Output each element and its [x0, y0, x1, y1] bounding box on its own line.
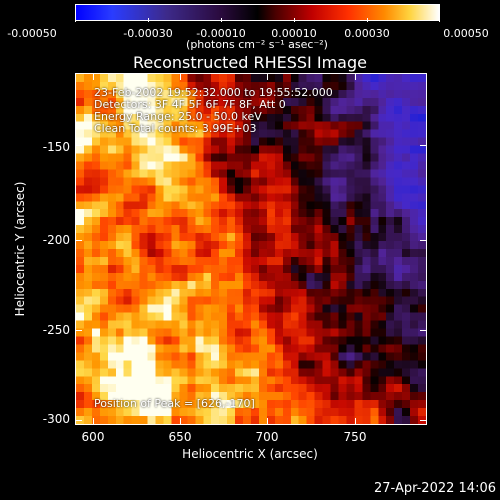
- page-title: Reconstructed RHESSI Image: [133, 53, 367, 72]
- colorbar-tick-label: -0.00010: [196, 27, 246, 40]
- x-tick-label: 650: [168, 430, 192, 444]
- colorbar-tick: [294, 18, 295, 22]
- y-axis-label: Heliocentric Y (arcsec): [13, 181, 27, 317]
- x-tick-mark: [267, 418, 268, 425]
- image-frame: [75, 73, 427, 425]
- colorbar-tick: [75, 18, 76, 22]
- x-tick-label: 750: [343, 430, 367, 444]
- colorbar-units: (photons cm⁻² s⁻¹ asec⁻²): [186, 38, 328, 51]
- colorbar-tick: [221, 18, 222, 22]
- y-tick-mark: [75, 145, 82, 146]
- info-peak-position: Position of Peak = [626,-170]: [94, 397, 255, 410]
- y-tick-mark: [420, 330, 427, 331]
- x-tick-mark: [180, 418, 181, 425]
- info-energy-range: Energy Range: 25.0 - 50.0 keV: [94, 110, 262, 123]
- x-tick-mark: [355, 73, 356, 80]
- colorbar: [75, 4, 440, 21]
- colorbar-tick-label: 0.00050: [443, 27, 489, 40]
- x-tick-mark: [93, 73, 94, 80]
- x-tick-mark: [180, 73, 181, 80]
- colorbar-tick-label: 0.00030: [344, 27, 390, 40]
- y-tick-label: -200: [42, 233, 70, 247]
- timestamp: 27-Apr-2022 14:06: [374, 481, 496, 496]
- y-tick-mark: [420, 145, 427, 146]
- y-tick-mark: [420, 240, 427, 241]
- y-tick-label: -150: [42, 140, 70, 154]
- x-tick-mark: [355, 418, 356, 425]
- y-tick-mark: [75, 420, 82, 421]
- info-detectors: Detectors: 3F 4F 5F 6F 7F 8F, Att 0: [94, 98, 286, 111]
- x-tick-mark: [267, 73, 268, 80]
- x-tick-mark: [93, 418, 94, 425]
- x-axis-label: Heliocentric X (arcsec): [182, 447, 318, 461]
- x-tick-label: 600: [81, 430, 105, 444]
- colorbar-tick: [148, 18, 149, 22]
- colorbar-tick: [367, 18, 368, 22]
- x-tick-label: 700: [255, 430, 279, 444]
- info-time-range: 23-Feb-2002 19:52:32.000 to 19:55:52.000: [94, 86, 333, 99]
- y-tick-label: -300: [42, 412, 70, 426]
- colorbar-tick-label: 0.00010: [271, 27, 317, 40]
- colorbar-tick: [439, 18, 440, 22]
- rhessi-image: [76, 74, 426, 424]
- y-tick-mark: [420, 420, 427, 421]
- y-tick-label: -250: [42, 323, 70, 337]
- y-tick-mark: [75, 330, 82, 331]
- info-clean-counts: Clean Total counts: 3.99E+03: [94, 122, 257, 135]
- colorbar-tick-label: -0.00030: [123, 27, 173, 40]
- y-tick-mark: [75, 240, 82, 241]
- colorbar-tick-label: -0.00050: [7, 27, 57, 40]
